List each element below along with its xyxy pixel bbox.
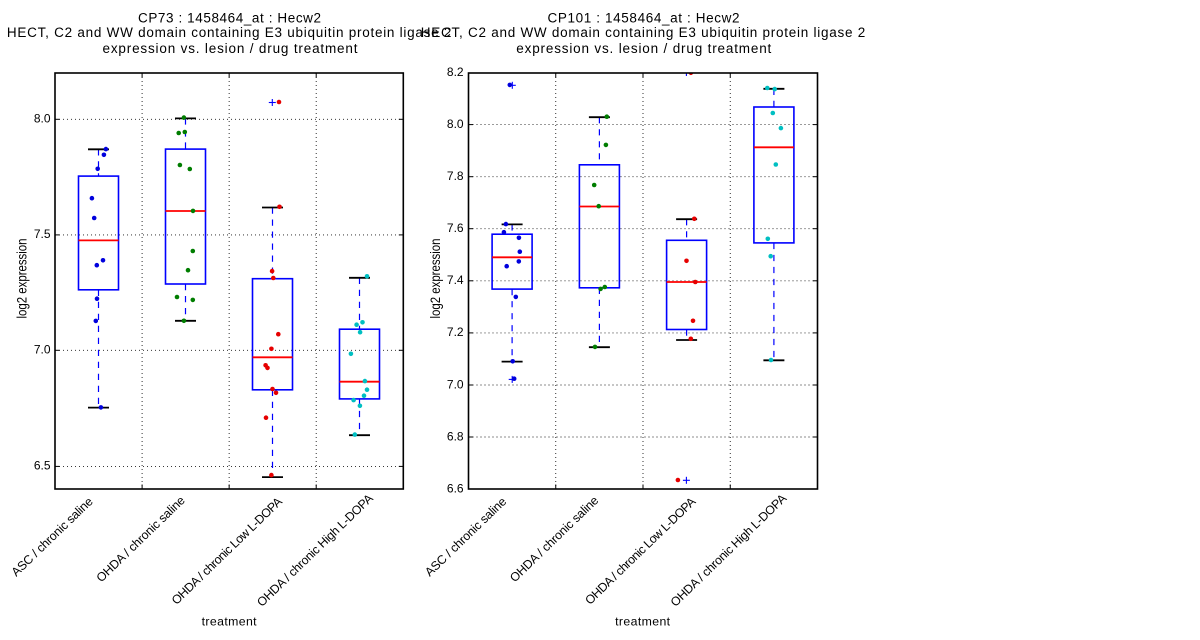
svg-text:7.6: 7.6 (447, 221, 464, 235)
svg-text:7.5: 7.5 (34, 227, 51, 241)
svg-text:log2 expression: log2 expression (14, 239, 30, 319)
svg-text:7.2: 7.2 (447, 325, 464, 339)
svg-text:log2 expression: log2 expression (428, 239, 444, 319)
svg-text:HECT, C2 and WW domain contain: HECT, C2 and WW domain containing E3 ubi… (421, 25, 866, 40)
svg-text:6.5: 6.5 (34, 459, 51, 473)
svg-text:8.0: 8.0 (447, 117, 464, 131)
svg-text:7.0: 7.0 (447, 377, 464, 391)
svg-text:8.0: 8.0 (34, 112, 51, 126)
svg-text:CP101 : 1458464_at : Hecw2: CP101 : 1458464_at : Hecw2 (548, 10, 740, 25)
svg-text:7.0: 7.0 (34, 343, 51, 357)
svg-text:8.2: 8.2 (447, 65, 464, 79)
svg-text:7.8: 7.8 (447, 169, 464, 183)
svg-text:7.4: 7.4 (447, 273, 464, 287)
svg-text:expression vs. lesion / drug t: expression vs. lesion / drug treatment (103, 41, 358, 56)
svg-text:6.6: 6.6 (447, 481, 464, 495)
svg-text:treatment: treatment (615, 615, 671, 629)
svg-text:6.8: 6.8 (447, 429, 464, 443)
svg-text:HECT, C2 and WW domain contain: HECT, C2 and WW domain containing E3 ubi… (7, 25, 451, 40)
svg-text:expression vs. lesion / drug t: expression vs. lesion / drug treatment (516, 41, 771, 56)
svg-text:CP73 : 1458464_at : Hecw2: CP73 : 1458464_at : Hecw2 (138, 10, 321, 25)
svg-text:treatment: treatment (202, 615, 258, 629)
